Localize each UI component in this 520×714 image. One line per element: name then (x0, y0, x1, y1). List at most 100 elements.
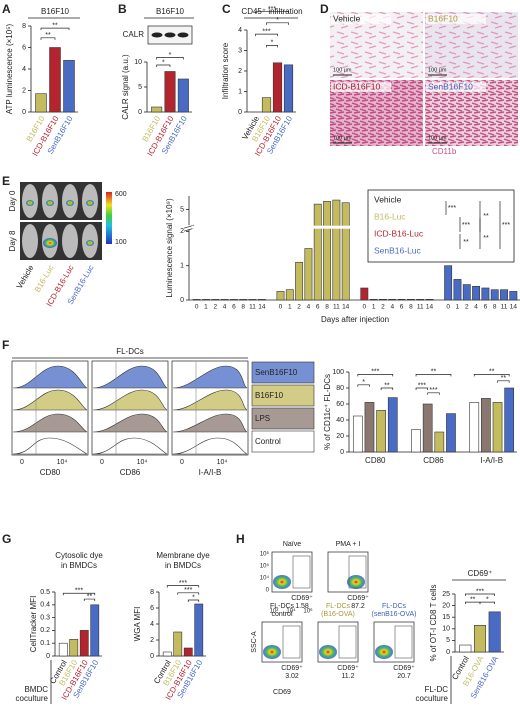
cell-population (263, 645, 281, 659)
y-tick-label: 2 (238, 68, 242, 75)
significance-label: *** (418, 382, 426, 389)
flow-title: FL-DCs (116, 347, 144, 356)
gate (282, 625, 301, 659)
axis-break (184, 225, 194, 230)
plot-title: Naïve (283, 541, 301, 548)
significance-label: *** (75, 588, 83, 595)
bar (285, 289, 294, 301)
histogram-ridge (12, 437, 88, 455)
bar (469, 402, 480, 453)
scale-bar-label: 100 µm (333, 67, 352, 73)
bar (462, 284, 471, 301)
signal-blob (46, 200, 54, 206)
chart-title: Membrane dye (156, 551, 210, 560)
x-tick-label: 1 (456, 304, 460, 311)
x-tick-label: 8 (325, 304, 329, 311)
significance-label: *** (502, 222, 510, 229)
y-tick-label: 6 (150, 605, 154, 612)
y-tick-label: 0.1 (40, 640, 50, 647)
x-tick-label: 6 (232, 304, 236, 311)
histogram-ridge (92, 389, 168, 411)
signal-blob (66, 200, 74, 206)
histogram-ridge (12, 365, 88, 389)
significance-bracket (166, 585, 200, 588)
x-tick-label: 14 (510, 304, 518, 311)
x-axis-label: BMDC (24, 685, 48, 694)
legend-entry: B16-Luc (374, 211, 406, 221)
y-axis-label: CALR signal (a.u.) (121, 54, 130, 120)
bar (164, 71, 176, 113)
bar (376, 410, 386, 453)
cell-population (347, 575, 365, 589)
x-tick-label: 0 (279, 304, 283, 311)
significance-bracket (40, 37, 56, 40)
x-tick-label: 0 (446, 304, 450, 311)
gate (348, 555, 367, 589)
y-tick-label: 20 (336, 433, 344, 440)
y-axis-label: Luminescence signal (×10⁹) (165, 198, 174, 298)
significance-label: *** (448, 205, 456, 212)
bar (202, 299, 210, 301)
bar (411, 429, 421, 453)
x-tick-label: 11 (333, 304, 340, 311)
scale-bar-label: 100 µm (428, 67, 447, 73)
x-axis-label: Days after injection (321, 315, 389, 324)
gate (394, 625, 413, 659)
significance-label: ** (45, 32, 51, 39)
bar (69, 639, 79, 657)
y-tick-label: 4 (150, 621, 154, 628)
significance-label: ** (483, 213, 489, 220)
gate-label: CD69⁺ (337, 665, 359, 672)
significance-label: * (162, 59, 165, 66)
signal-blob (26, 200, 34, 206)
bar (211, 299, 220, 301)
bar (323, 201, 331, 301)
chart-title: B16F10 (41, 7, 70, 16)
bar-break (192, 225, 518, 229)
significance-bracket (83, 598, 96, 602)
bar (220, 299, 229, 301)
significance-bracket (464, 593, 496, 596)
y-tick-label: 0 (446, 649, 450, 656)
chart-title: in BMDCs (61, 561, 97, 570)
bar (229, 299, 238, 301)
bar (173, 631, 183, 657)
bar (283, 64, 294, 113)
significance-bracket (415, 374, 452, 377)
significance-label: ** (384, 382, 390, 389)
y-tick-label: 10 (442, 626, 450, 633)
legend-swatch (251, 361, 315, 384)
histology-label: Vehicle (333, 13, 361, 23)
x-tick-label: 6 (400, 304, 404, 311)
bar (459, 644, 472, 653)
bar (313, 203, 322, 301)
bar (295, 261, 304, 301)
gate-label: CD69⁺ (291, 595, 313, 602)
significance-bracket (266, 45, 278, 48)
y-axis-label: % of OT-I CD8 T cells (429, 584, 438, 661)
histogram-ridge (172, 437, 248, 455)
cell-population (375, 645, 393, 659)
significance-bracket (177, 592, 200, 595)
bar (481, 398, 491, 453)
flow-axis-label: CD86 (120, 468, 141, 477)
flow-axis-label: I-A/I-B (199, 468, 222, 477)
flow-tick: 10⁴ (137, 459, 148, 466)
y-tick-label: 0 (180, 297, 184, 304)
y-tick-label: 5 (180, 206, 184, 213)
label-bg (331, 14, 391, 24)
chart-title: Cytosolic dye (55, 551, 103, 560)
x-tick-label: 11 (501, 304, 508, 311)
bar (162, 651, 172, 657)
x-tick-label: CD86 (423, 456, 444, 465)
bar (509, 291, 518, 301)
flow-tick: 10² (270, 609, 279, 615)
bar (490, 289, 499, 301)
bar (194, 603, 204, 657)
bar (183, 647, 193, 657)
plot-title: (B16-OVA) (321, 611, 355, 618)
y-tick-label: 2 (150, 637, 154, 644)
y-tick-label: 2 (22, 87, 26, 94)
bar (422, 403, 433, 453)
bar (364, 402, 375, 453)
